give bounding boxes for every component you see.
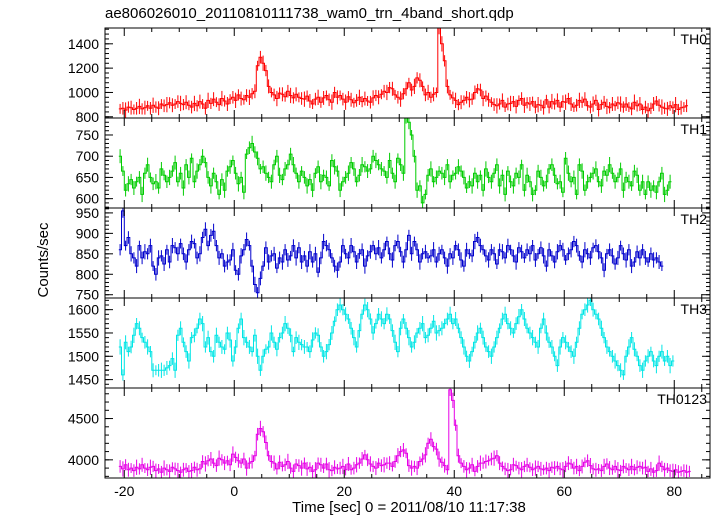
- panel-frame: [104, 117, 711, 209]
- y-tick-label: 4500: [68, 411, 99, 427]
- series-line-th3: [118, 299, 675, 376]
- y-tick-label: 650: [76, 169, 100, 185]
- y-ticks: 600 650 700 750: [76, 117, 710, 208]
- panel-label-th3: TH3: [681, 301, 708, 317]
- y-ticks: 1450 1500 1550 1600: [68, 299, 710, 388]
- panel-th0: 800 1000 1200 1400 TH0: [68, 27, 711, 125]
- x-tick-label: 20: [336, 483, 352, 499]
- y-tick-label: 750: [76, 287, 100, 303]
- x-tick-label: -20: [114, 483, 134, 499]
- panel-frame: [104, 387, 711, 479]
- x-tick-label: 60: [556, 483, 572, 499]
- panel-th2: 750 800 850 900 950 TH2: [76, 205, 711, 303]
- y-tick-label: 950: [76, 205, 100, 221]
- series-line-th0123: [118, 389, 691, 473]
- series-th3: [118, 298, 675, 381]
- x-axis-label: Time [sec] 0 = 2011/08/10 11:17:38: [292, 499, 526, 516]
- panel-th3: 1450 1500 1550 1600 TH3: [68, 297, 711, 389]
- y-tick-label: 1400: [68, 36, 99, 52]
- y-tick-label: 1450: [68, 372, 99, 388]
- panel-label-th1: TH1: [681, 121, 708, 137]
- panel-th0123: 4000 4500 TH0123: [68, 387, 711, 479]
- series-th0: [118, 28, 688, 118]
- y-tick-label: 600: [76, 191, 100, 207]
- y-tick-label: 800: [76, 109, 100, 125]
- y-tick-label: 850: [76, 246, 100, 262]
- y-tick-label: 800: [76, 266, 100, 282]
- x-tick-label: 40: [446, 483, 462, 499]
- panel-label-th2: TH2: [681, 211, 708, 227]
- series-th1: [118, 118, 672, 208]
- series-th2: [118, 208, 664, 298]
- y-axis-label: Counts/sec: [35, 222, 52, 298]
- y-tick-label: 1200: [68, 60, 99, 76]
- series-th0123: [118, 388, 691, 478]
- series-line-th2: [118, 210, 664, 294]
- y-ticks: 750 800 850 900 950: [76, 205, 710, 303]
- x-tick-label: 0: [230, 483, 238, 499]
- series-line-th1: [118, 118, 672, 204]
- y-ticks: 800 1000 1200 1400: [68, 28, 710, 125]
- panel-th1: 600 650 700 750 TH1: [76, 117, 711, 209]
- series-line-th0: [118, 28, 688, 112]
- x-tick-label: 80: [666, 483, 682, 499]
- panel-label-th0: TH0: [681, 31, 708, 47]
- y-tick-label: 1000: [68, 84, 99, 100]
- y-tick-label: 900: [76, 225, 100, 241]
- chart-title: ae806026010_20110810111738_wam0_trn_4ban…: [105, 5, 514, 22]
- panel-frame: [104, 297, 711, 389]
- panel-label-th0123: TH0123: [657, 391, 707, 407]
- y-tick-label: 750: [76, 127, 100, 143]
- y-tick-label: 1550: [68, 325, 99, 341]
- y-tick-label: 4000: [68, 452, 99, 468]
- x-axis: -20 0 20 40 60 80: [114, 483, 682, 499]
- y-tick-label: 1600: [68, 302, 99, 318]
- y-tick-label: 1500: [68, 348, 99, 364]
- y-ticks: 4000 4500: [68, 393, 710, 477]
- y-tick-label: 700: [76, 148, 100, 164]
